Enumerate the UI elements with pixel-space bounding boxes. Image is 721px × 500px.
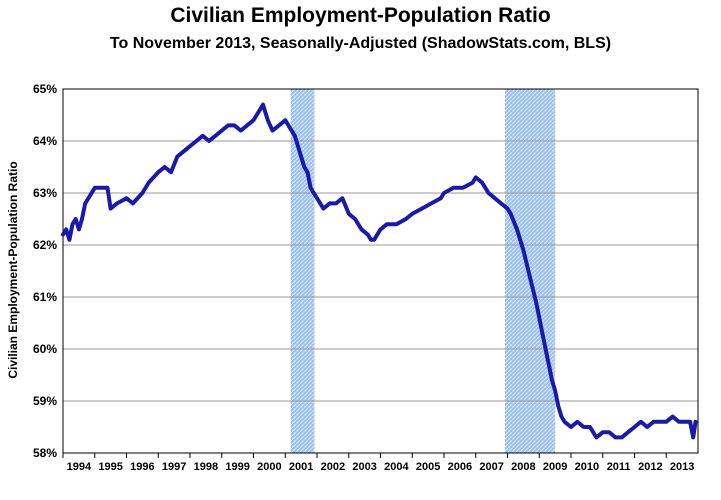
x-tick-label: 2002 [321,461,345,473]
y-tick-label: 60% [33,342,57,356]
plot-background [63,89,698,453]
x-tick-label: 2001 [289,461,313,473]
x-tick-label: 2008 [511,461,535,473]
chart-title: Civilian Employment-Population Ratio [170,4,551,27]
x-tick-label: 2010 [575,461,599,473]
x-tick-label: 2003 [352,461,376,473]
x-tick-label: 2013 [670,461,694,473]
y-axis-label: Civilian Employment-Population Ratio [6,161,20,378]
x-tick-label: 2000 [257,461,281,473]
x-tick-label: 2012 [638,461,662,473]
x-tick-label: 1996 [130,461,154,473]
y-tick-label: 63% [33,186,57,200]
x-tick-label: 1999 [225,461,249,473]
x-tick-label: 2009 [543,461,567,473]
x-tick-label: 2007 [479,461,503,473]
x-tick-label: 2006 [448,461,472,473]
x-tick-label: 1994 [67,461,92,473]
y-tick-label: 58% [33,446,57,460]
x-tick-label: 1997 [162,461,186,473]
y-tick-label: 64% [33,134,57,148]
x-tick-label: 1998 [194,461,218,473]
x-tick-label: 2005 [416,461,440,473]
y-tick-label: 61% [33,290,57,304]
x-tick-label: 2004 [384,461,409,473]
recession-band-1 [290,89,315,453]
y-tick-label: 59% [33,394,57,408]
series-line [61,102,698,440]
x-tick-label: 1995 [98,461,122,473]
y-tick-label: 62% [33,238,57,252]
chart-subtitle: To November 2013, Seasonally-Adjusted (S… [109,35,612,52]
y-tick-label: 65% [33,82,57,96]
x-tick-label: 2011 [607,461,631,473]
